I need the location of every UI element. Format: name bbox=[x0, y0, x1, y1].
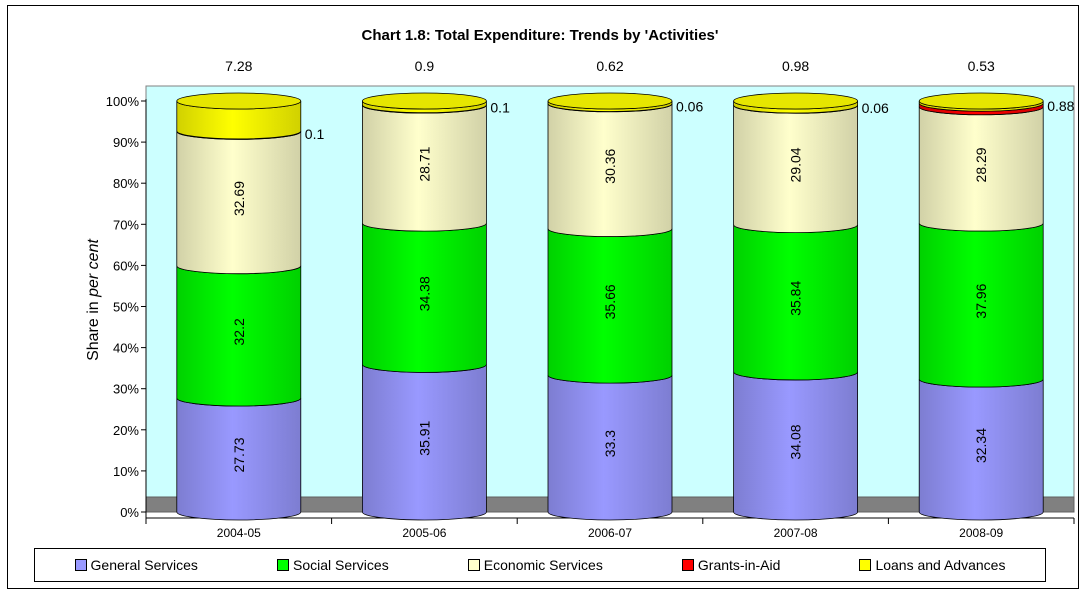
legend-item: Social Services bbox=[277, 557, 389, 573]
legend-label: General Services bbox=[90, 557, 198, 573]
y-tick-label: 60% bbox=[113, 258, 139, 273]
data-label: 35.66 bbox=[602, 284, 618, 319]
bar-top-cap bbox=[918, 92, 1044, 110]
data-label: 0.1 bbox=[490, 100, 510, 116]
y-tick-label: 20% bbox=[113, 423, 139, 438]
data-label: 32.69 bbox=[231, 181, 247, 216]
data-label: 7.28 bbox=[225, 58, 252, 74]
legend-item: Economic Services bbox=[467, 557, 603, 573]
x-tick-label: 2005-06 bbox=[402, 526, 446, 540]
legend-swatch bbox=[74, 559, 87, 571]
legend-label: Social Services bbox=[293, 557, 389, 573]
data-label: 0.06 bbox=[862, 100, 889, 116]
y-axis-title-prefix: Share in bbox=[85, 297, 102, 361]
y-tick-label: 50% bbox=[113, 300, 139, 315]
y-axis-title-italic: per cent bbox=[85, 239, 102, 298]
data-label: 29.04 bbox=[788, 147, 804, 182]
x-tick-label: 2007-08 bbox=[774, 526, 818, 540]
x-tick-label: 2004-05 bbox=[217, 526, 261, 540]
legend-item: Loans and Advances bbox=[859, 557, 1005, 573]
legend-item: Grants-in-Aid bbox=[681, 557, 781, 573]
y-tick-label: 0% bbox=[120, 505, 139, 520]
bar-top-cap bbox=[733, 92, 858, 110]
x-tick-label: 2008-09 bbox=[959, 526, 1003, 540]
legend-label: Loans and Advances bbox=[875, 557, 1006, 573]
data-label: 34.38 bbox=[416, 276, 432, 311]
data-label: 0.98 bbox=[782, 58, 809, 74]
data-label: 32.2 bbox=[231, 318, 247, 345]
data-label: 37.96 bbox=[973, 283, 989, 318]
data-label: 0.1 bbox=[305, 126, 325, 142]
legend-swatch bbox=[859, 559, 872, 571]
y-tick-label: 90% bbox=[113, 135, 139, 150]
y-tick-label: 70% bbox=[113, 217, 139, 232]
plot-area: 0% 10% 20% 30% 40% 50% 60% 70% 80% 90% 100% 27.73 32… bbox=[106, 58, 1075, 540]
legend-item: General Services bbox=[74, 557, 198, 573]
y-tick-label: 40% bbox=[113, 341, 139, 356]
y-axis-title: Share in per cent bbox=[85, 239, 102, 361]
data-label: 0.88 bbox=[1047, 98, 1074, 114]
bar-top-cap bbox=[176, 92, 302, 110]
data-label: 35.84 bbox=[788, 281, 804, 316]
data-label: 27.73 bbox=[231, 437, 247, 472]
data-label: 0.53 bbox=[968, 58, 995, 74]
legend-swatch bbox=[681, 559, 694, 571]
data-label: 28.71 bbox=[416, 146, 432, 181]
y-tick-label: 10% bbox=[113, 464, 139, 479]
legend: General Services Social Services Economic … bbox=[34, 548, 1046, 582]
data-label: 32.34 bbox=[973, 428, 989, 463]
data-label: 0.9 bbox=[415, 58, 435, 74]
chart-title: Chart 1.8: Total Expenditure: Trends by … bbox=[362, 27, 719, 44]
legend-swatch bbox=[467, 559, 480, 571]
bar-top-cap bbox=[361, 92, 487, 110]
data-label: 28.29 bbox=[973, 147, 989, 182]
legend-swatch bbox=[277, 559, 289, 571]
y-tick-label: 100% bbox=[106, 94, 140, 109]
y-tick-label: 30% bbox=[113, 382, 139, 397]
data-label: 33.3 bbox=[602, 430, 618, 457]
bar-top-cap bbox=[547, 92, 673, 110]
legend-label: Economic Services bbox=[483, 557, 603, 573]
y-tick-label: 80% bbox=[113, 176, 139, 191]
data-label: 0.62 bbox=[596, 58, 623, 74]
data-label: 0.06 bbox=[676, 99, 703, 115]
x-tick-label: 2006-07 bbox=[588, 526, 632, 540]
legend-label: Grants-in-Aid bbox=[697, 557, 781, 573]
data-label: 30.36 bbox=[602, 148, 618, 183]
data-label: 34.08 bbox=[788, 424, 804, 459]
data-label: 35.91 bbox=[416, 420, 432, 455]
